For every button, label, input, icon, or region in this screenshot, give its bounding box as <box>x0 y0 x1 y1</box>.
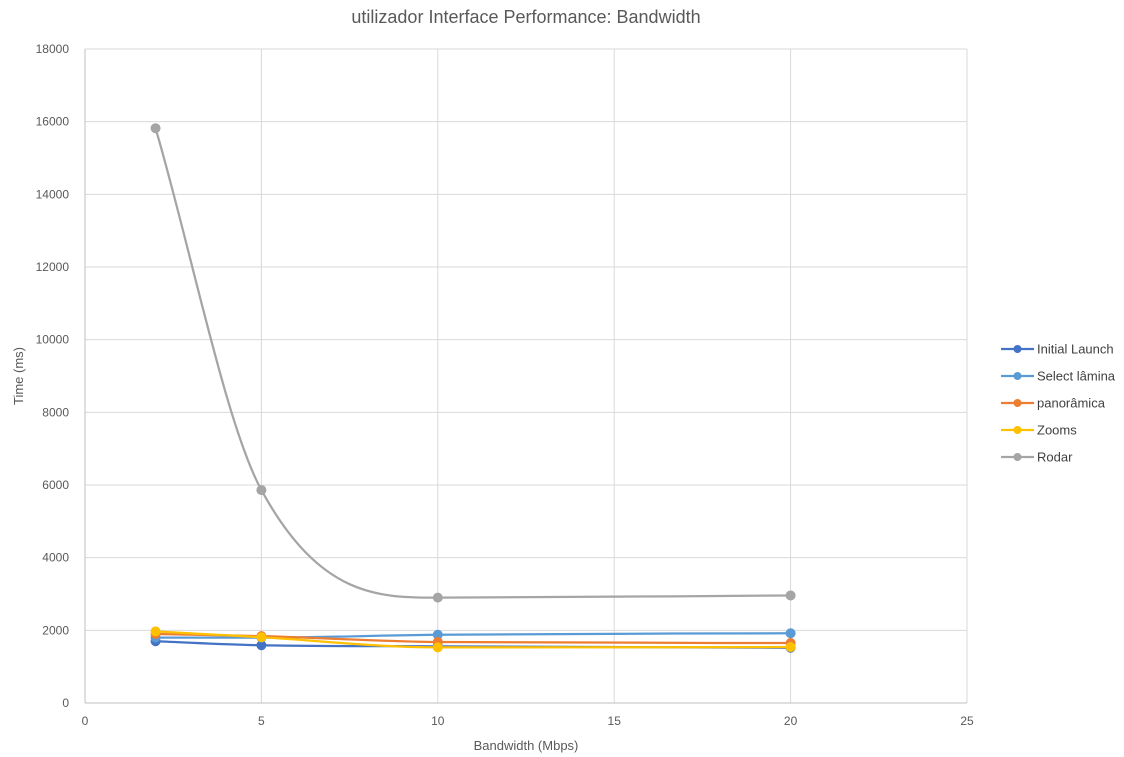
legend-marker <box>1013 453 1022 461</box>
y-tick-label: 4000 <box>42 551 69 565</box>
data-point <box>785 642 796 653</box>
series-lines <box>150 123 796 653</box>
legend-item: Rodar <box>1001 450 1073 465</box>
y-tick-label: 0 <box>62 696 69 710</box>
legend-item: Initial Launch <box>1001 342 1114 357</box>
y-axis-title: Time (ms) <box>11 347 26 405</box>
x-axis-title: Bandwidth (Mbps) <box>474 738 579 753</box>
data-point <box>150 123 161 134</box>
x-tick-label: 20 <box>784 714 798 728</box>
legend-item: panorâmica <box>1001 396 1106 411</box>
data-point <box>150 626 161 637</box>
x-tick-label: 5 <box>258 714 265 728</box>
data-point <box>256 632 267 643</box>
y-tick-label: 10000 <box>36 333 70 347</box>
legend-label: panorâmica <box>1037 396 1106 411</box>
legend-label: Select lâmina <box>1037 369 1116 384</box>
y-tick-label: 16000 <box>36 115 70 129</box>
series-rodar <box>150 123 796 603</box>
series-initial-launch <box>150 636 796 653</box>
legend-label: Zooms <box>1037 423 1077 438</box>
data-point <box>432 592 443 603</box>
legend-label: Rodar <box>1037 450 1073 465</box>
y-tick-label: 12000 <box>36 260 70 274</box>
tick-labels: 0 2000 4000 6000 8000 10000 12000 14000 16000 180… <box>36 42 974 728</box>
data-point <box>785 590 796 601</box>
legend-marker <box>1013 345 1022 353</box>
series-zooms <box>150 626 796 653</box>
y-tick-label: 14000 <box>36 187 70 201</box>
x-tick-label: 10 <box>431 714 445 728</box>
data-point <box>256 485 267 496</box>
legend: Initial Launch Select lâmina panorâmica Zoo… <box>1001 342 1116 465</box>
chart-title: utilizador Interface Performance: Bandwi… <box>351 7 700 27</box>
x-tick-label: 15 <box>608 714 622 728</box>
data-point <box>432 642 443 653</box>
series-line <box>154 127 792 599</box>
x-tick-label: 0 <box>82 714 89 728</box>
series-line <box>154 632 792 639</box>
legend-label: Initial Launch <box>1037 342 1114 357</box>
axes <box>84 49 967 704</box>
series-line <box>154 630 792 649</box>
legend-marker <box>1013 399 1022 407</box>
gridlines <box>85 48 968 703</box>
y-tick-label: 8000 <box>42 405 69 419</box>
legend-marker <box>1013 372 1022 380</box>
y-tick-label: 6000 <box>42 478 69 492</box>
legend-item: Zooms <box>1001 423 1077 438</box>
y-tick-label: 18000 <box>36 42 70 56</box>
y-tick-label: 2000 <box>42 623 69 637</box>
data-point <box>785 628 796 639</box>
legend-item: Select lâmina <box>1001 369 1116 384</box>
legend-marker <box>1013 426 1022 434</box>
x-tick-label: 25 <box>960 714 974 728</box>
